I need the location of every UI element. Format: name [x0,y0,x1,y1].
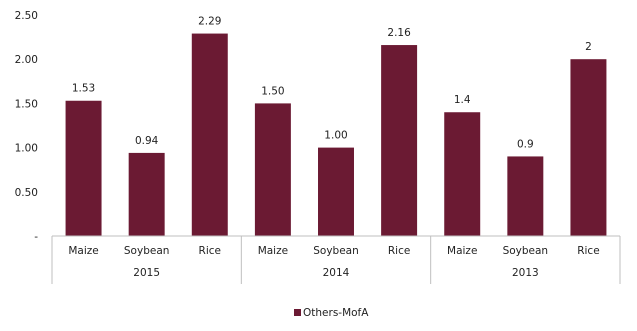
category-label: Rice [388,245,410,257]
category-label: Soybean [124,245,170,257]
category-label: Soybean [313,245,359,257]
data-label: 1.4 [454,94,471,106]
data-label: 2.16 [387,27,411,39]
bar [191,33,228,237]
data-label: 0.94 [135,135,159,147]
bar [318,147,354,236]
y-tick-label: 2.50 [15,10,38,22]
y-tick-label: 1.50 [15,98,38,110]
category-label: Maize [258,245,288,257]
bar [65,100,102,236]
y-tick-label: 2.00 [15,54,38,66]
data-label: 0.9 [517,138,534,150]
bar [444,112,481,236]
group-label: 2015 [133,267,160,279]
legend-label: Others-MofA [303,307,369,319]
category-label: Soybean [503,245,549,257]
bar [381,45,418,236]
bar [570,59,607,237]
data-label: 2.29 [198,16,221,28]
bars [65,33,607,237]
group-label: 2013 [512,267,539,279]
data-label: 1.50 [261,85,284,97]
bar [128,152,165,236]
y-axis: - 0.50 1.00 1.50 2.00 2.50 [15,10,39,243]
data-labels: 1.53 0.94 2.29 1.50 1.00 2.16 1.4 0.9 2 [72,16,592,151]
data-label: 2 [585,41,592,53]
legend-swatch [294,309,301,316]
category-label: Rice [199,245,221,257]
data-label: 1.00 [324,130,347,142]
y-tick-label: 0.50 [15,187,38,199]
legend: Others-MofA [294,307,369,319]
category-label: Maize [447,245,477,257]
category-label: Maize [68,245,98,257]
data-label: 1.53 [72,83,95,95]
group-label: 2014 [323,267,350,279]
y-tick-label: - [34,231,38,243]
x-axis: Maize Soybean Rice 2015 Maize Soybean Rice 2014… [51,235,621,284]
y-tick-label: 1.00 [15,143,38,155]
bar [254,103,291,237]
bar [507,156,544,236]
category-label: Rice [577,245,599,257]
